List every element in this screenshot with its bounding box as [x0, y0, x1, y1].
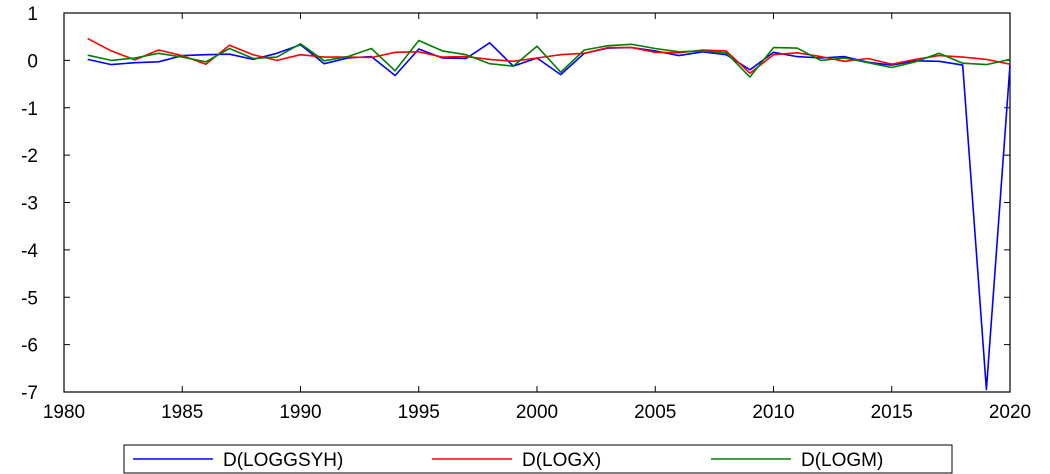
x-tick-label: 2005: [634, 402, 676, 423]
y-tick-label: -7: [21, 383, 38, 404]
y-tick-label: 1: [27, 4, 38, 25]
plot-frame: [63, 12, 1011, 393]
x-tick-label: 2000: [516, 402, 558, 423]
x-tick-label: 1980: [43, 402, 85, 423]
y-tick-label: -2: [21, 146, 38, 167]
x-tick-label: 1985: [161, 402, 203, 423]
series-line-3: [87, 39, 1011, 78]
y-tick-label: 0: [27, 51, 38, 72]
x-tick-label: 1990: [279, 402, 321, 423]
x-tick-label: 1995: [398, 402, 440, 423]
y-tick-label: -3: [21, 194, 38, 215]
legend-box: [123, 444, 953, 474]
series-group: [87, 37, 1011, 391]
y-tick-label: -1: [21, 99, 38, 120]
y-tick-label: -5: [21, 288, 38, 309]
legend-label: D(LOGM): [801, 450, 883, 471]
legend: D(LOGGSYH) D(LOGX) D(LOGM): [123, 444, 953, 474]
x-tick-label: 2010: [752, 402, 794, 423]
y-tick-label: -6: [21, 336, 38, 357]
x-axis: 1980 1985 1990 1995 2000 2005 2010 2015 2020: [43, 13, 1031, 423]
legend-label: D(LOGGSYH): [223, 450, 343, 471]
y-axis: 1 0 -1 -2 -3 -4 -5 -6 -7: [21, 4, 1010, 404]
legend-label: D(LOGX): [522, 450, 601, 471]
x-tick-label: 2015: [871, 402, 913, 423]
x-tick-label: 2020: [989, 402, 1031, 423]
y-tick-label: -4: [21, 241, 38, 262]
